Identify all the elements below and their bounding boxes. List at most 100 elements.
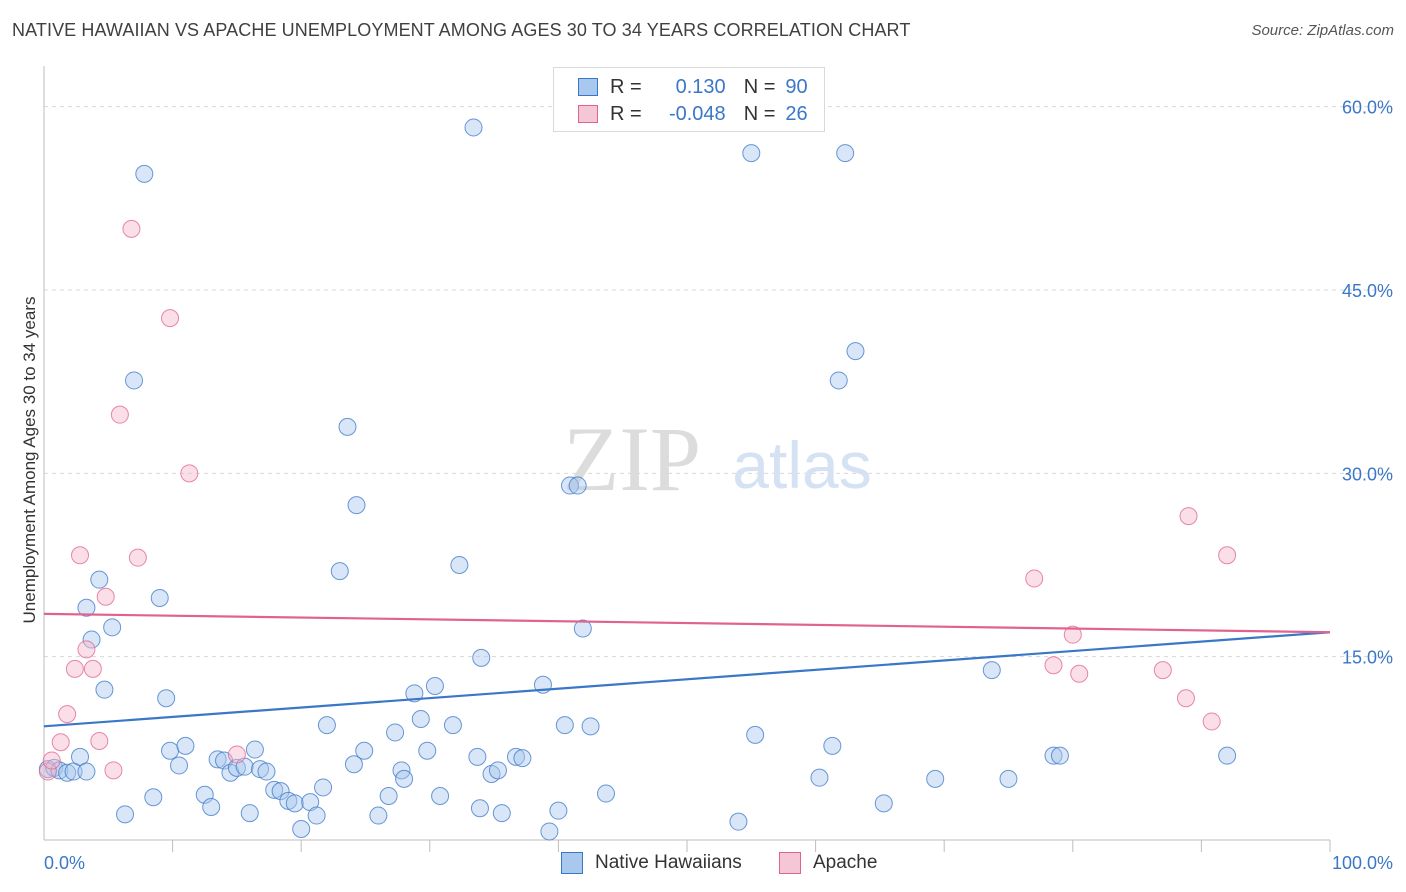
legend-r-value: -0.048 [668, 102, 726, 125]
apache-point [1044, 656, 1063, 675]
apache-point [1025, 569, 1044, 588]
apache-point [122, 219, 141, 238]
apache-point [1179, 507, 1198, 526]
apache-point [1153, 661, 1172, 680]
apache-point [180, 464, 199, 483]
native-hawaiians-point [95, 680, 114, 699]
apache-point [1176, 689, 1195, 708]
apache-point [83, 659, 102, 678]
native-hawaiians-point [125, 371, 144, 390]
apache-points [38, 219, 1237, 781]
legend-r-value: 0.130 [675, 75, 726, 98]
native-hawaiians-point [823, 736, 842, 755]
native-hawaiians-point [90, 570, 109, 589]
native-hawaiians-point [307, 806, 326, 825]
native-hawaiians-point [170, 756, 189, 775]
apache-trend-line [43, 612, 1331, 634]
native-hawaiians-point [245, 740, 264, 759]
apache-point [110, 405, 129, 424]
watermark-zip: ZIP [563, 408, 701, 510]
x-tick-label: 0.0% [44, 853, 85, 873]
legend-n-value: 90 [785, 75, 808, 98]
native-hawaiians-point [135, 164, 154, 183]
legend-r-label: R = [610, 75, 642, 98]
native-hawaiians-point [411, 710, 430, 728]
native-hawaiians-point [347, 496, 366, 515]
chart-title: NATIVE HAWAIIAN VS APACHE UNEMPLOYMENT A… [12, 20, 911, 40]
apache-point [128, 548, 147, 567]
legend-swatch-blue [578, 78, 598, 96]
native-hawaiians-point [1050, 746, 1069, 765]
source-label: Source: ZipAtlas.com [1251, 22, 1394, 39]
native-hawaiians-point [144, 788, 163, 807]
native-hawaiians-point [450, 556, 469, 574]
native-hawaiians-point [443, 716, 462, 735]
apache-point [1063, 625, 1082, 644]
native-hawaiians-point [555, 716, 574, 735]
native-hawaiians-point [810, 768, 829, 787]
native-hawaiians-point [271, 782, 290, 801]
native-hawaiians-point [395, 769, 414, 788]
apache-point [227, 745, 246, 764]
native-hawaiians-point [344, 755, 363, 774]
native-hawaiians-point [742, 144, 761, 163]
legend-n-label: N = [743, 102, 776, 125]
native-hawaiians-point [746, 725, 765, 744]
native-hawaiians-point [468, 747, 487, 766]
native-hawaiians-point [1218, 746, 1237, 765]
legend-r-label: R = [610, 102, 642, 125]
native-hawaiians-point [405, 684, 424, 703]
apache-point [1218, 546, 1237, 565]
native-hawaiians-point [568, 476, 587, 495]
bottom-legend-label-apache: Apache [813, 852, 878, 873]
native-hawaiians-point [874, 794, 893, 813]
native-hawaiians-trend-line [43, 631, 1331, 728]
tick-labels: 15.0% 30.0% 45.0% 60.0% 0.0% 100.0% [44, 98, 1393, 873]
apache-point [71, 546, 90, 565]
native-hawaiians-point [492, 804, 511, 823]
bottom-legend-swatch-pink [779, 852, 801, 874]
native-hawaiians-point [846, 342, 865, 361]
watermark-atlas: atlas [732, 428, 871, 502]
y-tick-label: 45.0% [1342, 281, 1393, 301]
y-tick-label: 15.0% [1342, 648, 1393, 668]
native-hawaiians-point [573, 619, 592, 638]
native-hawaiians-point [150, 589, 169, 607]
apache-point [51, 733, 70, 752]
legend-row-apache: R = -0.048 N = 26 [578, 101, 808, 127]
native-hawaiians-point [729, 812, 748, 831]
native-hawaiians-point [176, 736, 195, 755]
native-hawaiians-point [926, 769, 945, 788]
native-hawaiians-point [330, 562, 349, 581]
native-hawaiians-point [338, 417, 357, 436]
native-hawaiians-point [560, 476, 579, 495]
native-hawaiians-point [292, 820, 311, 838]
native-hawaiians-point [488, 761, 507, 780]
native-hawaiians-point [379, 787, 398, 805]
native-hawaiians-point [82, 630, 101, 649]
native-hawaiians-point [1044, 746, 1063, 765]
y-tick-label: 60.0% [1342, 98, 1393, 118]
native-hawaiians-point [425, 677, 444, 695]
native-hawaiians-point [77, 762, 96, 781]
native-hawaiians-point [982, 661, 1001, 680]
apache-point [1070, 664, 1089, 683]
apache-point [161, 309, 180, 328]
apache-point [90, 732, 109, 750]
native-hawaiians-point [265, 780, 284, 799]
legend-n-value: 26 [785, 102, 808, 125]
apache-point [1202, 712, 1221, 731]
native-hawaiians-point [77, 598, 96, 617]
axes [43, 66, 1331, 852]
x-tick-label: 100.0% [1332, 853, 1393, 873]
native-hawaiians-point [157, 689, 176, 708]
native-hawaiians-point [355, 741, 374, 760]
native-hawaiians-point [202, 798, 221, 816]
legend-n-label: N = [743, 75, 776, 98]
watermark: ZIP atlas [563, 408, 872, 510]
native-hawaiians-point [103, 618, 122, 637]
native-hawaiians-point [540, 822, 559, 841]
native-hawaiians-point [208, 750, 227, 769]
native-hawaiians-point [596, 784, 615, 803]
